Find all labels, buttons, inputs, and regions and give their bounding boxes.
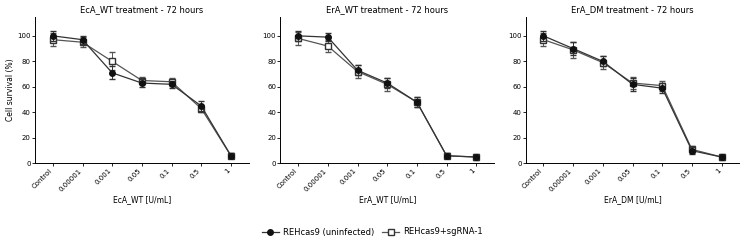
Title: ErA_DM treatment - 72 hours: ErA_DM treatment - 72 hours <box>571 6 694 15</box>
X-axis label: ErA_WT [U/mL]: ErA_WT [U/mL] <box>358 195 416 204</box>
Title: ErA_WT treatment - 72 hours: ErA_WT treatment - 72 hours <box>326 6 448 15</box>
X-axis label: EcA_WT [U/mL]: EcA_WT [U/mL] <box>112 195 171 204</box>
Legend: REHcas9 (uninfected), REHcas9+sgRNA-1: REHcas9 (uninfected), REHcas9+sgRNA-1 <box>259 224 486 240</box>
Y-axis label: Cell survival (%): Cell survival (%) <box>5 59 15 121</box>
X-axis label: ErA_DM [U/mL]: ErA_DM [U/mL] <box>603 195 662 204</box>
Title: EcA_WT treatment - 72 hours: EcA_WT treatment - 72 hours <box>80 6 203 15</box>
